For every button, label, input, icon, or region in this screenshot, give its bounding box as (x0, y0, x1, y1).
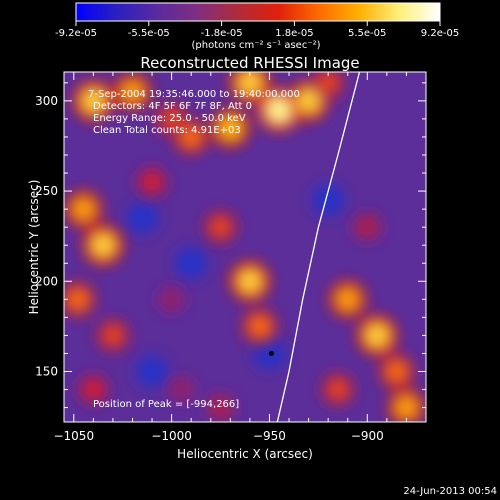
heatmap-blob-core (238, 269, 262, 293)
colorbar-tick-label: 9.2e-05 (421, 28, 459, 39)
y-tick-label: 250 (35, 184, 58, 198)
colorbar-tick-label: -5.5e-05 (128, 28, 170, 39)
colorbar-tick-label: -9.2e-05 (55, 28, 97, 39)
heatmap-blob-core (267, 97, 292, 122)
annotation-energy: Energy Range: 25.0 - 50.0 keV (93, 113, 246, 124)
peak-position-label: Position of Peak = [-994,266] (93, 399, 239, 410)
colorbar (75, 2, 441, 22)
heatmap-blob-core (249, 316, 270, 337)
colorbar-tick-label: -1.8e-05 (201, 28, 243, 39)
heatmap-blob-core (143, 173, 161, 191)
heatmap-blob-core (181, 126, 202, 148)
heatmap-blob-core (219, 116, 242, 140)
x-tick-label: −1050 (53, 429, 94, 443)
heatmap-blob-core (67, 289, 88, 310)
heatmap-blob-core (212, 399, 229, 416)
y-tick-label: 300 (35, 94, 58, 108)
heatmap-blob-core (211, 217, 231, 237)
x-tick-label: −1000 (151, 429, 192, 443)
x-tick-label: −950 (253, 429, 286, 443)
y-axis-label: Heliocentric Y (arcsec) (27, 180, 41, 315)
heatmap-blob-core (91, 233, 115, 257)
heatmap-blob-core (297, 89, 321, 113)
chart-title: Reconstructed RHESSI Image (140, 54, 359, 72)
colorbar-ticks: -9.2e-05 -5.5e-05 -1.8e-05 1.8e-05 5.5e-05 9.… (55, 21, 459, 39)
heatmap-blob-core (359, 219, 376, 236)
footer-timestamp: 24-Jun-2013 00:54 (403, 486, 497, 497)
y-tick-label: 150 (35, 364, 58, 378)
colorbar-tick-label: 5.5e-05 (348, 28, 386, 39)
annotation-time: 7-Sep-2004 19:35:46.000 to 19:40:00.000 (88, 89, 300, 100)
x-axis-label: Heliocentric X (arcsec) (177, 447, 313, 461)
heatmap-blob-core (395, 396, 418, 419)
heatmap-blob-core (84, 380, 103, 399)
heatmap-blobs (64, 72, 426, 422)
heatmap-blob-core (238, 72, 262, 95)
y-tick-label: 200 (35, 274, 58, 288)
colorbar-unit-label: (photons cm⁻² s⁻¹ asec⁻²) (191, 40, 320, 51)
colorbar-tick-label: 1.8e-05 (275, 28, 313, 39)
heatmap-blob-core (164, 291, 180, 307)
heatmap-blob-core (318, 73, 338, 93)
x-tick-label: −900 (351, 429, 384, 443)
x-axis-ticks: −1050 −1000 −950 −900 (53, 72, 427, 443)
annotation-detectors: Detectors: 4F 5F 6F 7F 8F, Att 0 (93, 101, 252, 112)
heatmap-blob-core (336, 288, 359, 311)
heatmap-blob-core (121, 81, 144, 103)
heatmap-blob-core (173, 382, 189, 398)
heatmap-blob-core (365, 323, 389, 347)
heatmap-image (64, 72, 426, 422)
y-axis-ticks: 150 200 250 300 (35, 82, 426, 409)
heatmap-blob-core (103, 325, 123, 345)
heatmap-blob-core (81, 89, 105, 113)
heatmap-blob-core (162, 109, 182, 129)
plot-frame (63, 71, 427, 423)
heatmap-blob-core (386, 361, 407, 382)
heatmap-low-region (126, 202, 159, 235)
heatmap-low-region (312, 184, 345, 217)
heatmap-blob-core (328, 380, 348, 399)
annotation-clean: Clean Total counts: 4.91E+03 (93, 125, 241, 136)
heatmap-low-region (175, 247, 208, 280)
solar-limb-line (276, 72, 361, 422)
peak-marker (268, 350, 274, 356)
heatmap-blob-core (72, 198, 95, 220)
heatmap-low-region (136, 355, 169, 388)
